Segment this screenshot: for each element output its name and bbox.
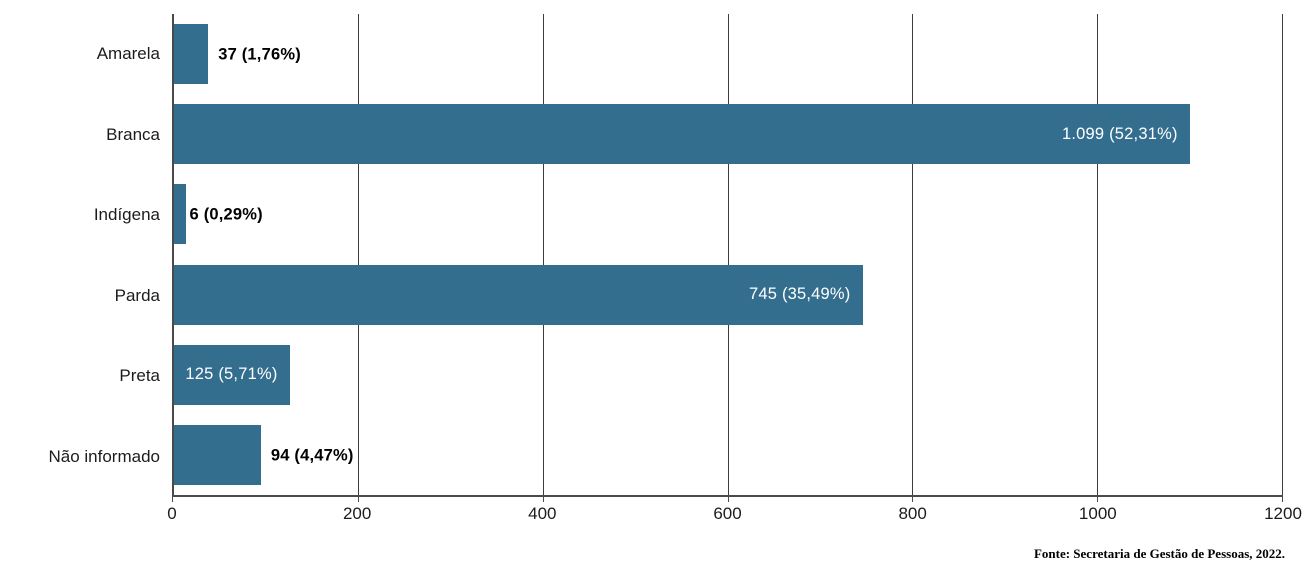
gridline-600 [727, 14, 729, 495]
bar-3: 745 (35,49%) [174, 264, 863, 325]
bar-5 [174, 424, 261, 485]
bar-value-label-2: 6 (0,29%) [189, 205, 263, 224]
x-tick-label-1000: 1000 [1078, 504, 1117, 523]
bar-4: 125 (5,71%) [174, 344, 290, 405]
source-note: Fonte: Secretaria de Gestão de Pessoas, … [1033, 546, 1285, 561]
category-label-1: Branca [106, 124, 160, 144]
gridline-1000 [1097, 14, 1099, 495]
category-label-4: Preta [119, 366, 160, 386]
x-tick-label-600: 600 [713, 504, 742, 523]
gridline-400 [542, 14, 544, 495]
bar-value-label-5: 94 (4,47%) [270, 446, 354, 465]
tick-mark-400 [542, 495, 544, 502]
category-label-2: Indígena [93, 205, 160, 225]
x-tick-label-200: 200 [342, 504, 372, 523]
bar-1: 1.099 (52,31%) [174, 104, 1190, 165]
bar-value-label-3: 745 (35,49%) [749, 285, 851, 304]
y-axis-category-labels: Amarela Branca Indígena Parda Preta Não infor… [0, 14, 160, 497]
x-tick-label-400: 400 [528, 504, 557, 523]
category-label-5: Não informado [48, 446, 160, 466]
bar-row-0: 37 (1,76%) [174, 14, 1283, 94]
bar-row-3: 745 (35,49%) [174, 255, 1283, 335]
plot-area: 37 (1,76%) 1.099 (52,31%) 6 (0,29%) 745 (35… [172, 14, 1283, 502]
gridline-800 [912, 14, 914, 495]
bar-2 [174, 184, 186, 245]
x-tick-label-0: 0 [167, 504, 177, 523]
tick-mark-200 [357, 495, 359, 502]
x-tick-label-800: 800 [898, 504, 927, 523]
bar-row-2: 6 (0,29%) [174, 174, 1283, 254]
tick-mark-600 [727, 495, 729, 502]
tick-mark-1200 [1282, 495, 1283, 502]
category-label-3: Parda [114, 285, 160, 305]
tick-mark-0 [172, 495, 173, 502]
x-tick-label-1200: 1200 [1264, 504, 1302, 523]
bar-value-label-0: 37 (1,76%) [218, 45, 301, 64]
category-label-0: Amarela [96, 44, 160, 64]
gridline-1200 [1282, 14, 1283, 495]
gridline-200 [357, 14, 359, 495]
bar-value-label-4: 125 (5,71%) [185, 365, 278, 384]
bar-row-1: 1.099 (52,31%) [174, 94, 1283, 174]
tick-mark-1000 [1097, 495, 1099, 502]
bar-value-label-1: 1.099 (52,31%) [1062, 124, 1178, 143]
bar-row-4: 125 (5,71%) [174, 335, 1283, 415]
tick-mark-800 [912, 495, 914, 502]
bar-row-5: 94 (4,47%) [174, 415, 1283, 495]
x-axis-tick-labels: 0 200 400 600 800 1000 1200 [167, 504, 1302, 530]
bar-0 [174, 24, 209, 85]
